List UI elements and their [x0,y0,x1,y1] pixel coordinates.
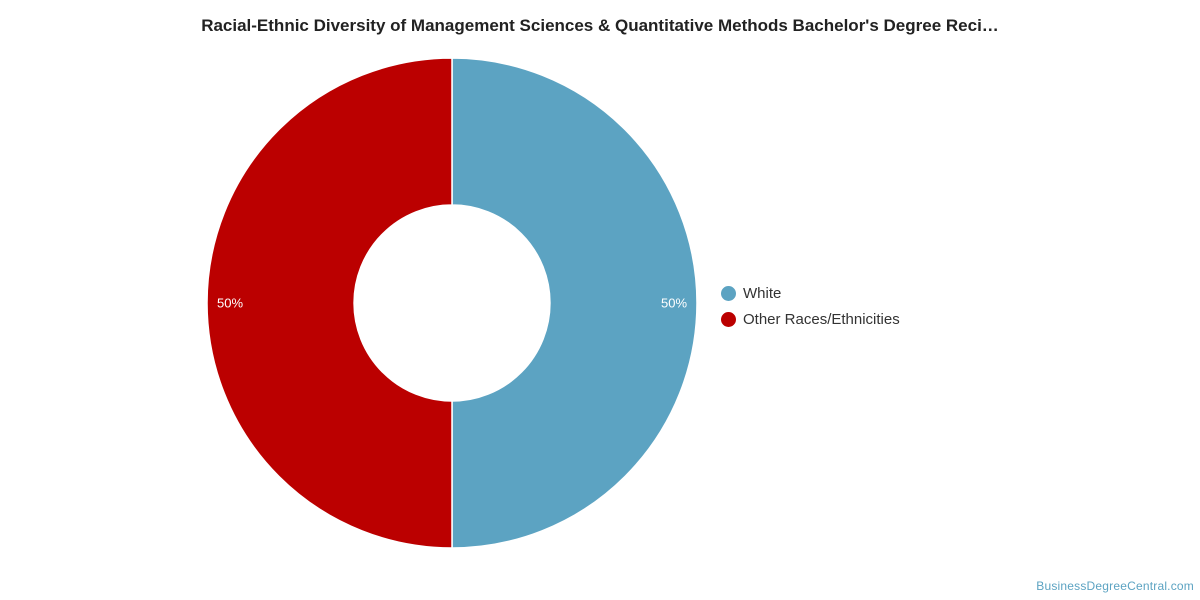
legend-item-other[interactable]: Other Races/Ethnicities [721,306,900,332]
slice-label-1: 50% [217,296,243,311]
donut-slice-1[interactable] [206,57,453,549]
slice-label-0: 50% [661,296,687,311]
legend-label-other: Other Races/Ethnicities [743,310,900,328]
donut-slice-0[interactable] [451,57,698,549]
legend-item-white[interactable]: White [721,280,900,306]
legend-label-white: White [743,284,782,302]
legend: White Other Races/Ethnicities [721,280,900,332]
chart-title: Racial-Ethnic Diversity of Management Sc… [201,16,999,35]
legend-swatch-other [721,311,736,327]
legend-swatch-white [721,285,736,301]
watermark[interactable]: BusinessDegreeCentral.com [1036,579,1194,593]
